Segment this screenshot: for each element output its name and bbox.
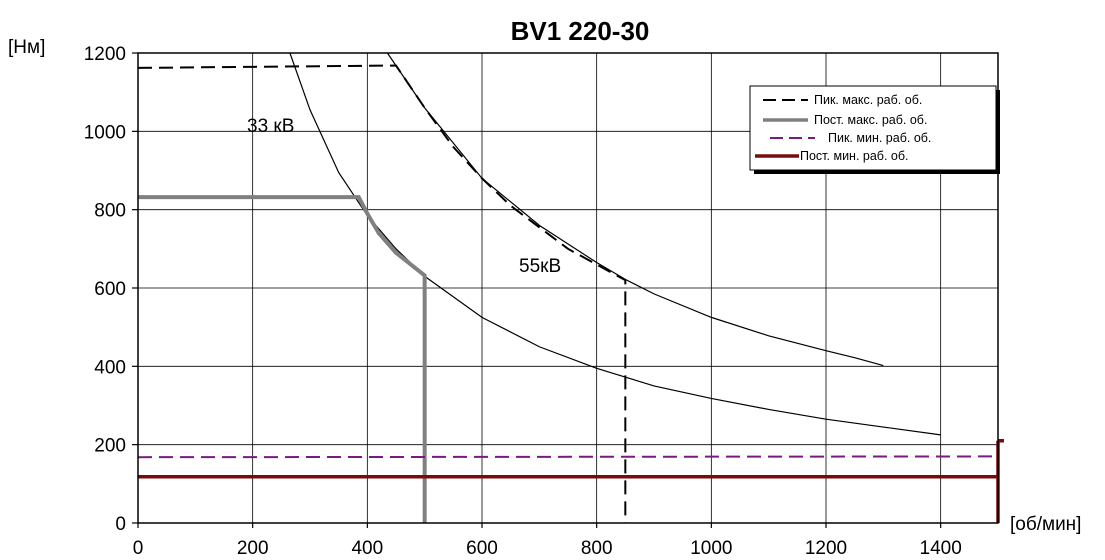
x-tick-label: 200 [237,538,269,559]
y-tick-label: 200 [94,436,126,457]
series-line [137,455,999,459]
x-tick-label: 400 [351,538,383,559]
legend-label: Пик. макс. раб. об. [814,93,922,107]
series-line [138,440,1000,523]
y-axis-label: [Нм] [8,37,45,58]
series-line [137,64,627,523]
x-tick-label: 1400 [920,538,962,559]
x-tick-label: 600 [466,538,498,559]
y-tick-label: 0 [115,514,126,535]
power-curve-line [289,52,941,436]
legend: Пик. макс. раб. об. Пост. макс. раб. об. П… [749,85,1000,174]
series-line [138,195,427,523]
legend-label: Пост. мин. раб. об. [800,149,909,163]
curve-labels: 33 кВ 55кВ [247,116,561,277]
power-curve-label: 33 кВ [247,116,294,137]
power-curve-label: 55кВ [519,256,561,277]
axis-ticks: 0 200 400 600 800 1000 1200 1400 0 200 400 600 800 10… [84,44,962,559]
legend-label: Пик. мин. раб. об. [828,131,931,145]
y-tick-label: 800 [94,201,126,222]
x-axis-label: [об/мин] [1010,514,1081,535]
chart-title: BV1 220-30 [511,16,650,46]
y-tick-label: 400 [94,357,126,378]
legend-label: Пост. макс. раб. об. [814,113,927,127]
x-tick-label: 800 [581,538,613,559]
x-tick-label: 1000 [690,538,732,559]
y-tick-label: 1200 [84,44,126,65]
y-tick-label: 600 [94,279,126,300]
y-tick-label: 1000 [84,122,126,143]
x-tick-label: 1200 [805,538,847,559]
x-tick-label: 0 [133,538,144,559]
